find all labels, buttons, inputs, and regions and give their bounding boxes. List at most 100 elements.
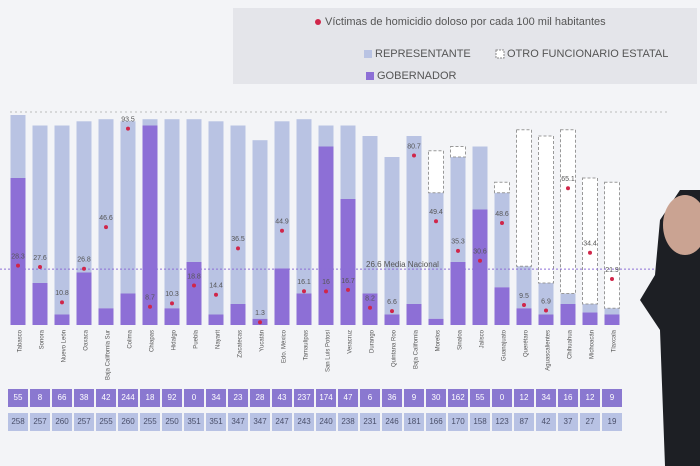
point xyxy=(500,220,504,225)
table-cell xyxy=(272,389,292,407)
point xyxy=(280,228,284,233)
point xyxy=(148,304,152,309)
table-cell xyxy=(536,389,556,407)
data-label: 27.6 xyxy=(33,255,47,262)
data-label: 21.9 xyxy=(605,267,619,274)
point xyxy=(456,248,460,253)
x-tick-label: San Luis Potosí xyxy=(326,330,332,372)
x-tick-label: Edo. México xyxy=(282,329,288,363)
data-label: 16 xyxy=(322,279,330,286)
table-value: 87 xyxy=(520,417,529,426)
point xyxy=(434,219,438,224)
table-value: 92 xyxy=(168,393,177,402)
table-value: 347 xyxy=(231,417,245,426)
legend-box xyxy=(233,8,697,84)
bar xyxy=(582,312,598,325)
x-tick-label: Quintana Roo xyxy=(392,329,398,367)
x-tick-label: Zacatecas xyxy=(238,330,244,358)
table-value: 240 xyxy=(319,417,333,426)
bar xyxy=(516,266,532,309)
table-cell xyxy=(272,413,292,431)
data-label: 8.2 xyxy=(365,296,375,303)
data-label: 16.1 xyxy=(297,279,311,286)
bar xyxy=(230,125,246,304)
data-label: 10.3 xyxy=(165,291,179,298)
bar xyxy=(208,314,224,325)
x-tick-label: Durango xyxy=(370,329,376,353)
table-cell xyxy=(492,389,512,407)
bar xyxy=(582,304,598,313)
x-tick-label: Hidalgo xyxy=(172,329,178,350)
table-cell xyxy=(162,389,182,407)
bar xyxy=(32,125,48,283)
data-label: 18.8 xyxy=(187,273,201,280)
table-value: 16 xyxy=(564,393,573,402)
table-value: 27 xyxy=(586,417,595,426)
bar xyxy=(76,272,92,325)
data-label: 6.9 xyxy=(541,298,551,305)
point xyxy=(390,309,394,314)
bar xyxy=(10,178,26,325)
table-value: 351 xyxy=(209,417,223,426)
data-label: 8.7 xyxy=(145,295,155,302)
data-label: 80.7 xyxy=(407,143,421,150)
table-value: 30 xyxy=(432,393,441,402)
table-value: 238 xyxy=(341,417,355,426)
table-cell xyxy=(30,413,50,431)
data-label: 48.6 xyxy=(495,211,509,218)
bar xyxy=(10,115,26,178)
table-value: 260 xyxy=(121,417,135,426)
table-value: 34 xyxy=(212,393,221,402)
bar xyxy=(604,314,620,325)
table-value: 55 xyxy=(14,393,23,402)
bar xyxy=(76,121,92,273)
point xyxy=(236,246,240,251)
table-value: 260 xyxy=(55,417,69,426)
bar xyxy=(406,136,422,304)
table-cell xyxy=(426,389,446,407)
table-cell xyxy=(536,413,556,431)
bar xyxy=(98,119,114,309)
table-value: 347 xyxy=(253,417,267,426)
point xyxy=(170,301,174,306)
x-tick-label: Michoacán xyxy=(590,330,596,359)
point xyxy=(214,292,218,297)
table-value: 18 xyxy=(146,393,155,402)
data-label: 44.9 xyxy=(275,219,289,226)
table-cell xyxy=(96,413,116,431)
bar xyxy=(604,181,620,309)
x-tick-label: Chihuahua xyxy=(568,329,574,359)
table-value: 247 xyxy=(275,417,289,426)
x-tick-label: Tabasco xyxy=(18,329,24,352)
table-cell xyxy=(74,413,94,431)
data-label: 10.8 xyxy=(55,290,69,297)
table-cell xyxy=(52,389,72,407)
point xyxy=(82,266,86,271)
presenter-head xyxy=(663,195,700,255)
table-value: 6 xyxy=(368,393,373,402)
table-value: 255 xyxy=(99,417,113,426)
bar xyxy=(186,119,202,262)
table-value: 12 xyxy=(520,393,529,402)
table-value: 257 xyxy=(33,417,47,426)
bar xyxy=(538,314,554,325)
point xyxy=(302,289,306,294)
x-tick-label: Oaxaca xyxy=(84,329,90,350)
bar xyxy=(538,283,554,315)
data-label: 46.6 xyxy=(99,215,113,222)
table-cell xyxy=(30,389,50,407)
table-value: 257 xyxy=(77,417,91,426)
table-value: 42 xyxy=(542,417,551,426)
x-tick-label: Colima xyxy=(128,329,134,348)
table-value: 9 xyxy=(610,393,615,402)
x-tick-label: Nayarit xyxy=(216,330,222,349)
point xyxy=(368,305,372,310)
point xyxy=(610,277,614,282)
table-cell xyxy=(228,413,248,431)
bar xyxy=(164,308,180,325)
bar xyxy=(428,318,444,325)
point xyxy=(566,186,570,191)
bar xyxy=(428,150,444,194)
bar xyxy=(296,293,312,325)
table-cell xyxy=(206,413,226,431)
